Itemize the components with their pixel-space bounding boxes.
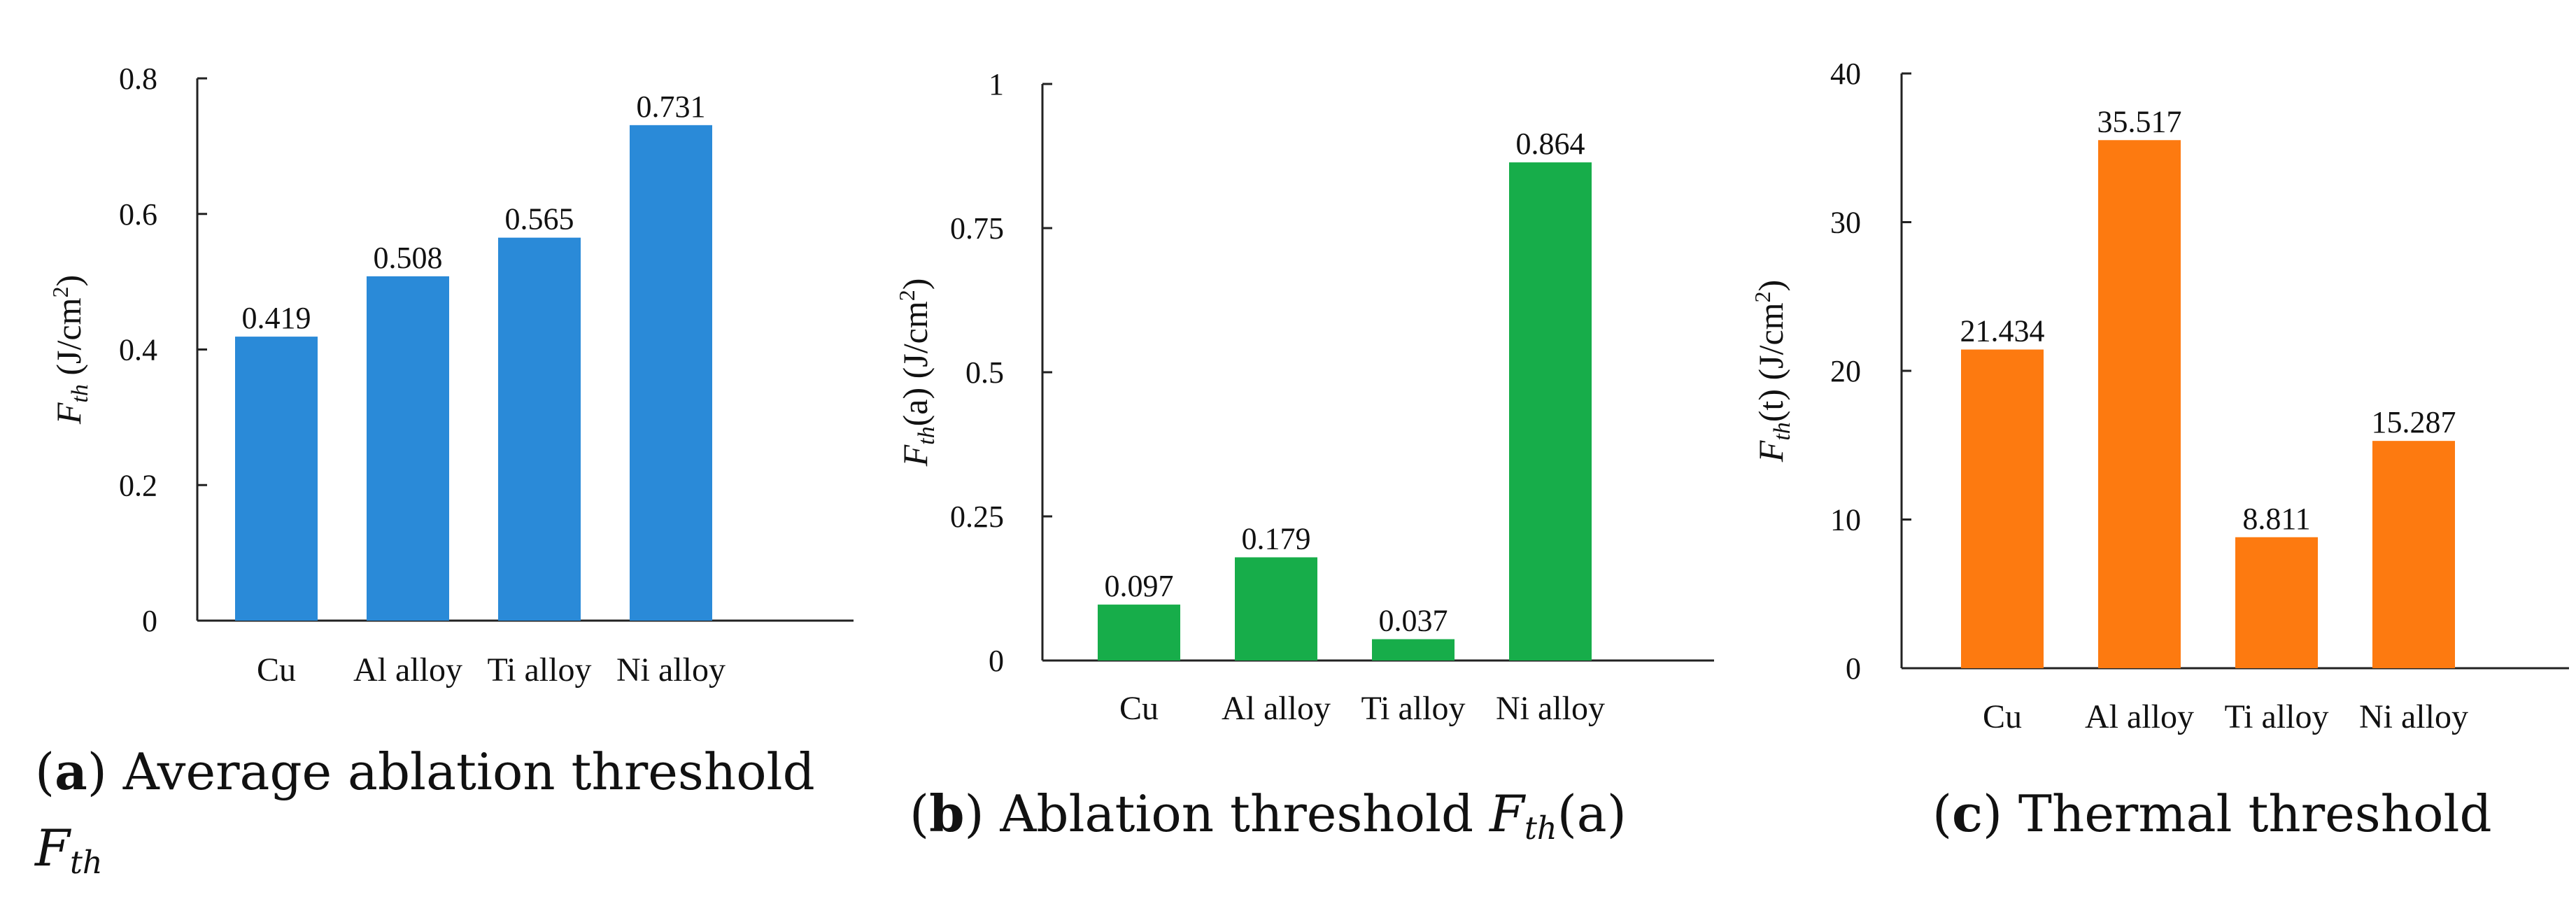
caption-b: (b) Ablation threshold Fth(a) bbox=[910, 784, 1627, 847]
bar-ti-alloy bbox=[2235, 537, 2318, 668]
y-tick-label: 0.6 bbox=[119, 197, 157, 232]
data-label: 0.864 bbox=[1516, 127, 1585, 161]
y-tick-label: 0.4 bbox=[119, 333, 157, 367]
caption-c-text: Thermal threshold bbox=[2002, 784, 2492, 843]
bar-ti-alloy bbox=[498, 237, 581, 621]
caption-b-sym-rest: (a) bbox=[1557, 784, 1627, 843]
y-tick-label: 0 bbox=[142, 604, 157, 638]
y-tick-label: 0.8 bbox=[119, 62, 157, 96]
caption-a-symbol: Fth bbox=[35, 819, 103, 881]
bar-ni-alloy bbox=[1509, 162, 1592, 661]
caption-b-sym: F bbox=[1489, 784, 1524, 843]
data-label: 8.811 bbox=[2242, 502, 2310, 536]
y-tick-label: 0 bbox=[1846, 651, 1861, 686]
caption-b-sym-sub: th bbox=[1524, 810, 1557, 847]
category-label: Ni alloy bbox=[1496, 690, 1605, 727]
y-axis-label: Fth(a) (J/cm2) bbox=[894, 278, 940, 467]
y-axis-label: Fth(t) (J/cm2) bbox=[1750, 280, 1795, 462]
caption-c-letter: c bbox=[1952, 784, 1983, 843]
y-tick-label: 0.75 bbox=[950, 211, 1004, 246]
category-label: Ni alloy bbox=[616, 651, 726, 688]
caption-b-text: Ablation threshold bbox=[984, 784, 1490, 843]
bar-ni-alloy bbox=[630, 125, 712, 621]
data-label: 0.419 bbox=[242, 301, 311, 335]
y-axis-label: Fth (J/cm2) bbox=[48, 275, 93, 425]
data-label: 0.565 bbox=[505, 202, 574, 236]
bar-cu bbox=[1961, 349, 2044, 668]
category-label: Al alloy bbox=[2085, 698, 2194, 735]
category-label: Al alloy bbox=[1222, 690, 1331, 727]
y-tick-label: 0.25 bbox=[950, 500, 1004, 534]
category-label: Cu bbox=[257, 651, 296, 688]
caption-b-letter: b bbox=[929, 784, 965, 843]
bar-al-alloy bbox=[367, 276, 449, 621]
caption-a-letter: a bbox=[55, 742, 87, 801]
bar-cu bbox=[235, 337, 318, 621]
y-tick-label: 40 bbox=[1830, 57, 1861, 91]
y-tick-label: 0.5 bbox=[965, 355, 1004, 390]
category-label: Ti alloy bbox=[1361, 690, 1466, 727]
bar-al-alloy bbox=[1235, 557, 1317, 661]
bar-ni-alloy bbox=[2372, 441, 2455, 668]
chart-b: 0 0.25 0.5 0.75 1 0.097 Cu 0.179 Al alloy 0.037 Ti… bbox=[894, 67, 1714, 727]
bar-ti-alloy bbox=[1372, 639, 1455, 661]
bar-al-alloy bbox=[2098, 140, 2181, 669]
caption-a-sym-sub: th bbox=[69, 845, 103, 882]
y-tick-label: 1 bbox=[989, 67, 1004, 101]
category-label: Cu bbox=[1119, 690, 1159, 727]
chart-c: 0 10 20 30 40 21.434 Cu 35.517 Al alloy 8.811 Ti a… bbox=[1750, 57, 2569, 735]
data-label: 15.287 bbox=[2372, 405, 2456, 439]
data-label: 0.179 bbox=[1242, 522, 1311, 556]
caption-c: (c) Thermal threshold bbox=[1932, 784, 2492, 843]
y-tick-label: 20 bbox=[1830, 354, 1861, 388]
y-tick-label: 0.2 bbox=[119, 468, 157, 502]
y-tick-label: 10 bbox=[1830, 503, 1861, 537]
caption-a-sym: F bbox=[35, 819, 70, 877]
category-label: Ni alloy bbox=[2359, 698, 2468, 735]
category-label: Ti alloy bbox=[488, 651, 592, 688]
data-label: 0.731 bbox=[637, 90, 706, 124]
category-label: Ti alloy bbox=[2225, 698, 2329, 735]
caption-a: (a) Average ablation threshold bbox=[35, 742, 815, 801]
y-tick-label: 0 bbox=[989, 644, 1004, 678]
data-label: 35.517 bbox=[2097, 104, 2182, 139]
data-label: 0.097 bbox=[1105, 569, 1174, 603]
bar-cu bbox=[1098, 605, 1180, 661]
data-label: 21.434 bbox=[1960, 314, 2045, 348]
y-tick-label: 30 bbox=[1830, 206, 1861, 240]
category-label: Al alloy bbox=[353, 651, 462, 688]
data-label: 0.508 bbox=[374, 241, 443, 275]
caption-a-text: Average ablation threshold bbox=[106, 742, 815, 801]
chart-a: 0 0.2 0.4 0.6 0.8 0.419 Cu 0.508 Al alloy 0.565 Ti… bbox=[48, 62, 854, 688]
data-label: 0.037 bbox=[1379, 604, 1448, 638]
category-label: Cu bbox=[1983, 698, 2022, 735]
